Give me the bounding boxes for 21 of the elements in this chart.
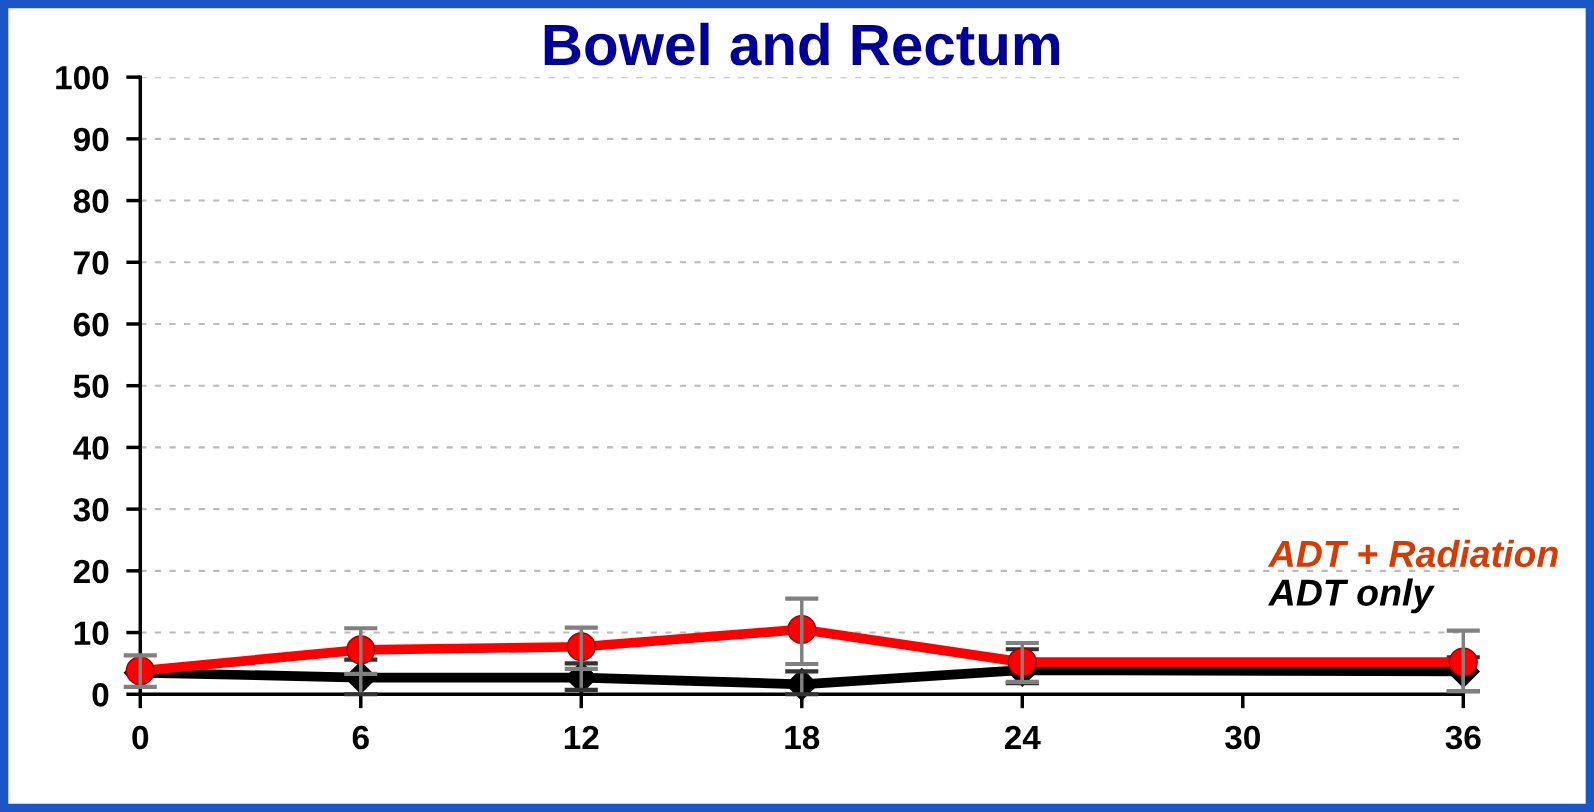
x-tick-label: 30 [1225, 725, 1260, 750]
y-tick-label: 90 [73, 127, 109, 152]
text: ADT + Radiation [1267, 539, 1558, 568]
y-tick-label: 50 [73, 374, 109, 399]
y-tick-label: 20 [73, 559, 109, 584]
x-tick-label: 36 [1445, 725, 1481, 750]
x-tick-label: 24 [1004, 725, 1041, 749]
y-tick-label: 100 [56, 65, 109, 90]
y-tick-label: 70 [74, 251, 109, 275]
y-tick-label: 30 [73, 497, 109, 522]
x-tick-label: 0 [132, 725, 149, 750]
x-tick-label: 6 [352, 725, 369, 750]
series-label: ADT only [1267, 578, 1435, 614]
y-tick-label: 40 [73, 436, 109, 460]
y-tick-label: 60 [73, 312, 109, 337]
y-tick-label: 0 [92, 683, 109, 707]
x-tick-label: 12 [564, 725, 599, 749]
chart-title: Bowel and Rectum [544, 22, 1060, 66]
y-tick-label: 10 [74, 621, 109, 645]
y-tick-label: 80 [73, 189, 109, 213]
x-tick-label: 18 [785, 725, 820, 750]
